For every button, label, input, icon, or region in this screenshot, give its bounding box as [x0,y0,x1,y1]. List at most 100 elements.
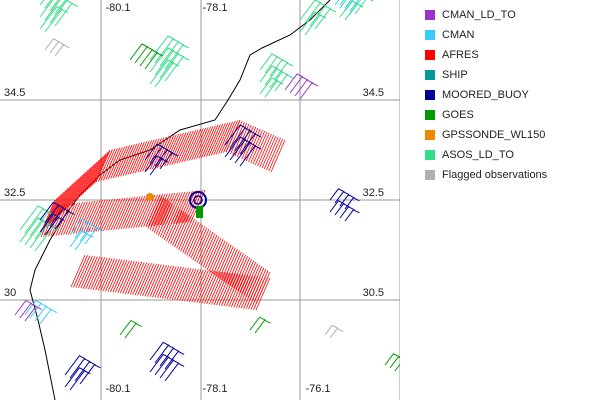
barb-cluster [14,299,43,322]
lon-label: -78.1 [202,383,227,395]
wind-barb [263,136,279,170]
wind-barb [186,269,202,302]
wind-barb [163,192,178,225]
wind-barb [82,256,98,289]
wind-barb [84,159,100,193]
wind-barb [202,234,218,268]
barb-cluster [119,319,143,339]
wind-barb [181,130,197,163]
wind-barb [206,271,222,305]
legend: CMAN_LD_TO CMAN AFRES SHIP MOORED_BUOY GOES GP… [425,9,548,181]
wind-barb [87,256,103,290]
wind-barb [172,213,187,246]
wind-barb [224,136,247,158]
wind-barb [14,299,33,316]
wind-barb [239,133,262,155]
lat-label: 32.5 [363,187,384,199]
wind-barb [339,0,347,9]
barb-cluster [129,43,164,70]
wind-barb [174,267,189,301]
barb-cluster [224,124,262,167]
legend-swatch [425,90,435,100]
wind-barb [60,202,76,236]
station [146,193,154,201]
wind-barb [120,144,135,177]
wind-barb [264,56,284,74]
wind-barb [174,214,189,248]
legend-swatch [425,50,435,60]
wind-barb [73,255,88,288]
wind-barb [166,266,182,300]
wind-barb [255,277,271,311]
wind-barb [179,268,194,301]
legend-label: CMAN_LD_TO [442,9,516,21]
wind-barb [119,319,138,336]
wind-barb [134,46,154,64]
wind-barb [79,164,94,198]
wind-barb [179,130,194,163]
wind-barb [229,139,252,161]
wind-barb [225,250,240,283]
wind-barb [259,65,279,83]
wind-barb [203,271,219,304]
wind-barb [143,194,158,227]
wind-barb [254,319,271,334]
wind-barb [98,149,113,182]
legend-swatch [425,170,435,180]
wind-barb [394,363,400,372]
wind-barb [49,0,74,24]
wind-barb [208,272,224,305]
wind-barb [144,264,160,297]
barb-cluster [299,0,337,36]
wind-barb [112,145,128,179]
wind-barb [203,124,219,158]
wind-barb [149,197,165,231]
wind-barb [200,233,216,266]
wind-barb [142,139,157,172]
wind-barb [231,254,246,288]
wind-barb [180,190,196,224]
lat-label: 30.5 [363,287,384,299]
wind-barb [110,259,125,293]
wind-barb [149,158,169,176]
wind-barb [210,123,226,156]
barb-cluster [149,341,185,382]
wind-barb [139,49,159,67]
wind-barb [49,41,65,54]
wind-barb [164,56,190,82]
wind-barb [69,370,91,391]
map-layer [0,0,400,400]
wind-barb [127,261,143,295]
wind-barb [349,0,362,15]
wind-barb [54,2,79,27]
wind-barb [299,11,322,33]
wind-barb [175,191,191,224]
wind-barb [127,142,143,175]
wind-barb [65,202,81,235]
wind-barb [44,8,69,33]
wind-barb [215,122,231,155]
wind-barb [237,259,253,292]
wind-barb [154,149,174,167]
legend-label: CMAN [442,29,474,41]
wind-barb [105,198,121,231]
wind-barb [155,193,171,226]
wind-barb [339,194,355,207]
wind-barb [70,254,86,288]
wind-barb [168,210,183,243]
wind-barb [66,176,82,209]
wind-barb [284,73,304,91]
wind-barb [132,141,148,174]
wind-barb [245,276,261,309]
wind-barb [147,264,162,297]
wind-barb [149,353,170,373]
wind-barb [240,275,256,309]
wind-barb [206,124,221,157]
wind-barb [230,274,246,308]
wind-barb [213,122,229,155]
wind-barb [64,355,86,376]
wind-barb [71,171,87,204]
wind-barb [54,44,70,57]
lon-label: -78.1 [202,2,227,14]
